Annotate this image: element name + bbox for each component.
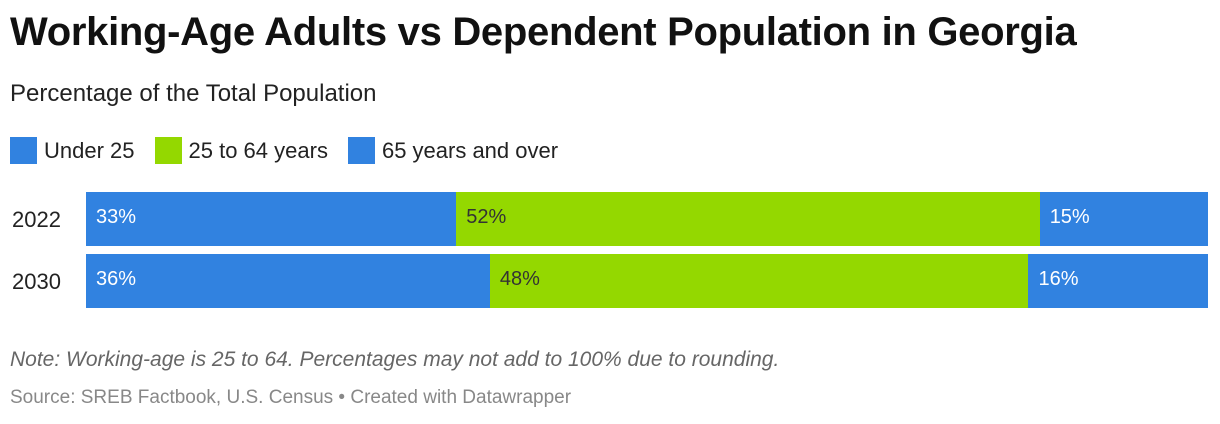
data-label-2022-1: 52% (466, 206, 507, 228)
bar-segment-2022-2: 15% (1039, 192, 1208, 246)
bar-segment-2022-1: 52% (456, 192, 1040, 246)
data-label-2022-0: 33% (96, 206, 137, 228)
chart-subtitle: Percentage of the Total Population (10, 80, 377, 107)
legend-swatch-65-and-over (347, 137, 375, 164)
bar-row-2022: 33% 52% 15% (86, 192, 1208, 246)
bar-segment-2030-2: 16% (1028, 254, 1208, 308)
bar-row-2030: 36% 48% 16% (86, 254, 1208, 308)
legend-item-under-25: Under 25 (10, 137, 135, 164)
chart-source: Source: SREB Factbook, U.S. Census • Cre… (10, 387, 572, 408)
bar-segment-2030-1: 48% (489, 254, 1029, 308)
row-label-2022: 2022 (12, 207, 61, 232)
chart-note: Note: Working-age is 25 to 64. Percentag… (10, 348, 780, 371)
legend-label-65-and-over: 65 years and over (381, 137, 559, 163)
legend-swatch-25-to-64 (154, 137, 182, 164)
legend-item-65-and-over: 65 years and over (347, 137, 559, 164)
bar-segment-2030-0: 36% (86, 254, 490, 308)
bar-segment-2022-0: 33% (86, 192, 457, 246)
legend-swatch-under-25 (10, 137, 37, 164)
legend-item-25-to-64: 25 to 64 years (154, 137, 328, 164)
data-label-2030-2: 16% (1038, 268, 1079, 290)
data-label-2030-0: 36% (96, 268, 137, 290)
data-label-2022-2: 15% (1049, 206, 1090, 228)
legend-label-under-25: Under 25 (44, 137, 135, 163)
chart-title: Working-Age Adults vs Dependent Populati… (10, 10, 1077, 54)
data-label-2030-1: 48% (499, 268, 540, 290)
row-label-2030: 2030 (12, 269, 61, 294)
legend-label-25-to-64: 25 to 64 years (188, 137, 328, 163)
legend: Under 25 25 to 64 years 65 years and ove… (10, 137, 558, 164)
